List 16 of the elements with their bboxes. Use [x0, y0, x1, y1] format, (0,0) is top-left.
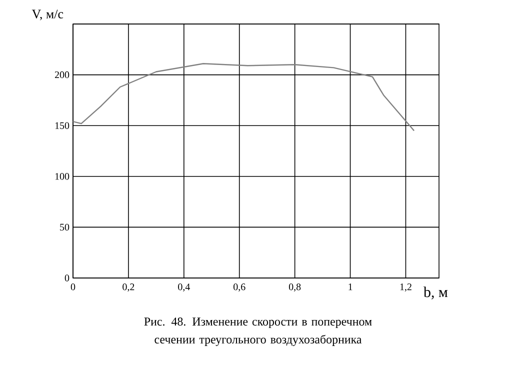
x-tick-label: 0	[70, 284, 76, 290]
x-tick-label: 0,8	[288, 284, 301, 292]
x-tick-label: 0,4	[178, 284, 190, 292]
y-tick-label: 100	[55, 173, 70, 180]
x-tick-label: 0,2	[122, 284, 134, 292]
x-tick-label: 1,2	[400, 284, 412, 292]
y-tick-label: 150	[55, 122, 70, 129]
x-axis-title: b, м	[424, 286, 448, 300]
x-tick-label: 1	[348, 284, 352, 290]
y-tick-label: 50	[60, 224, 70, 231]
y-axis-title: V, м/с	[32, 10, 64, 20]
x-tick-label: 0,6	[234, 284, 246, 292]
y-tick-label: 200	[54, 71, 70, 78]
text: Рис. 48. Изменение скорости в поперечном сечении треугольного воздухозаборника	[144, 318, 372, 346]
line-series	[73, 63, 415, 132]
y-tick-label: 0	[64, 274, 70, 282]
